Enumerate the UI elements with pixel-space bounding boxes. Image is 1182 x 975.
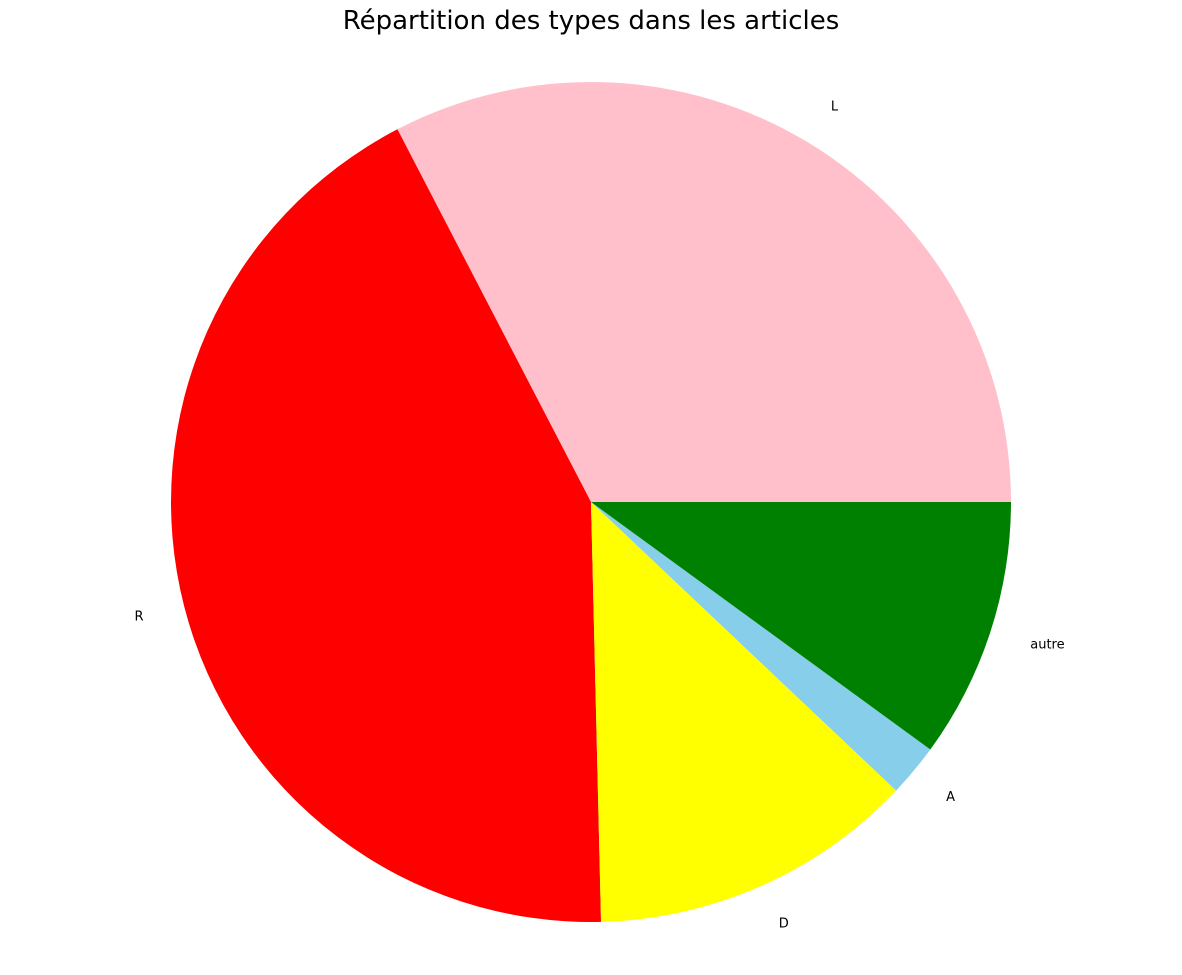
- pie-slice-autre: [591, 502, 1011, 750]
- slice-label-r: R: [134, 609, 143, 624]
- slice-label-autre: autre: [1030, 638, 1064, 653]
- pie-slice-l: [397, 82, 1012, 502]
- pie-slice-a: [591, 502, 931, 791]
- slice-label-a: A: [946, 790, 955, 805]
- slice-label-d: D: [779, 917, 789, 932]
- slice-label-l: L: [831, 100, 839, 115]
- pie-slice-d: [591, 502, 897, 922]
- pie-slice-r: [171, 129, 602, 922]
- chart-title: Répartition des types dans les articles: [342, 6, 840, 36]
